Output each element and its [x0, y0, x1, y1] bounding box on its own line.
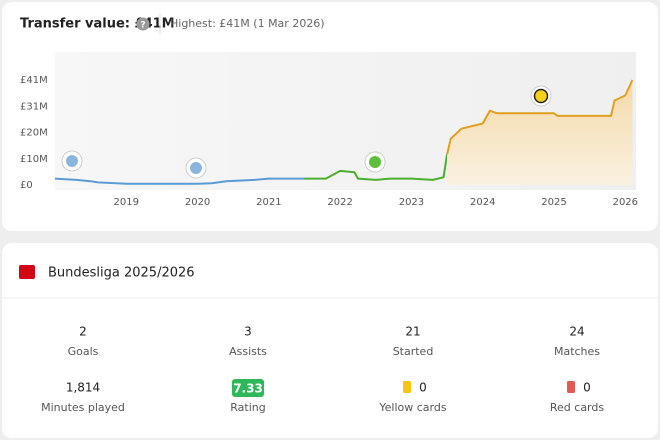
x-tick-label: 2023 [399, 197, 424, 208]
rating-badge [232, 379, 264, 397]
club-badge-icon [190, 162, 202, 174]
league-logo [19, 265, 35, 279]
y-tick-label: £41M [20, 75, 48, 86]
stat-label: Rating [230, 401, 265, 414]
stat-value: 7.33 [233, 382, 263, 396]
value-area [447, 80, 633, 185]
info-icon[interactable]: ? [140, 21, 145, 31]
chart-subtitle: Highest: £41M (1 Mar 2026) [170, 17, 325, 30]
y-tick-label: £20M [20, 128, 48, 139]
stat-value: 21 [405, 325, 420, 339]
stat-value: 0 [583, 381, 591, 395]
stats-card [2, 243, 658, 438]
card-icon [567, 381, 575, 393]
stats: 2 Goals 3 Assists 21 Started 24 Matches 1,814 Min… [41, 325, 604, 415]
stat-value: 24 [569, 325, 584, 339]
value-line [304, 154, 449, 181]
competition-title: Bundesliga 2025/2026 [48, 266, 195, 281]
stat-value: 0 [419, 381, 427, 395]
stat-label: Goals [68, 345, 99, 358]
card-icon [403, 381, 411, 393]
x-tick-label: 2019 [114, 197, 139, 208]
x-tick-label: 2022 [327, 197, 352, 208]
value-line [54, 177, 305, 185]
stat-label: Minutes played [41, 401, 125, 414]
stat-value: 3 [244, 325, 252, 339]
x-tick-label: 2024 [470, 197, 495, 208]
club-badge-icon [369, 156, 381, 168]
stat-label: Assists [229, 345, 267, 358]
y-tick-label: £31M [20, 101, 48, 112]
x-tick-label: 2021 [256, 197, 281, 208]
club-badge-icon [533, 88, 549, 104]
info-icon-bg[interactable] [136, 17, 150, 31]
x-tick-label: 2025 [541, 197, 566, 208]
y-tick-label: £10M [20, 154, 48, 165]
stat-label: Started [393, 345, 434, 358]
stat-label: Yellow cards [378, 401, 446, 414]
x-tick-label: 2026 [613, 197, 638, 208]
y-tick-label: £0 [20, 180, 33, 191]
club-badges [61, 85, 552, 179]
club-badge-icon [66, 155, 78, 167]
stat-value: 1,814 [66, 381, 100, 395]
value-line [446, 79, 634, 155]
plot: £0 £10M £20M £31M £41M 2019 2020 2021 2022 2023 20… [20, 75, 638, 208]
stat-label: Matches [554, 345, 600, 358]
x-tick-label: 2020 [185, 197, 210, 208]
chart-title: Transfer value: £41M [20, 17, 175, 32]
stat-value: 2 [79, 325, 87, 339]
stat-label: Red cards [550, 401, 604, 414]
